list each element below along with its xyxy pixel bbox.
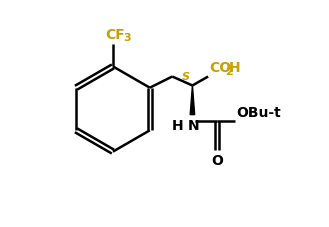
Text: OBu-t: OBu-t xyxy=(236,106,281,120)
Text: 2: 2 xyxy=(225,67,233,76)
Text: S: S xyxy=(182,72,190,82)
Text: CO: CO xyxy=(209,61,231,75)
Text: H: H xyxy=(172,119,184,133)
Polygon shape xyxy=(190,86,195,115)
Text: H: H xyxy=(228,61,240,75)
Text: O: O xyxy=(211,154,223,168)
Text: 3: 3 xyxy=(123,33,131,43)
Text: CF: CF xyxy=(105,28,125,42)
Text: N: N xyxy=(188,119,200,133)
